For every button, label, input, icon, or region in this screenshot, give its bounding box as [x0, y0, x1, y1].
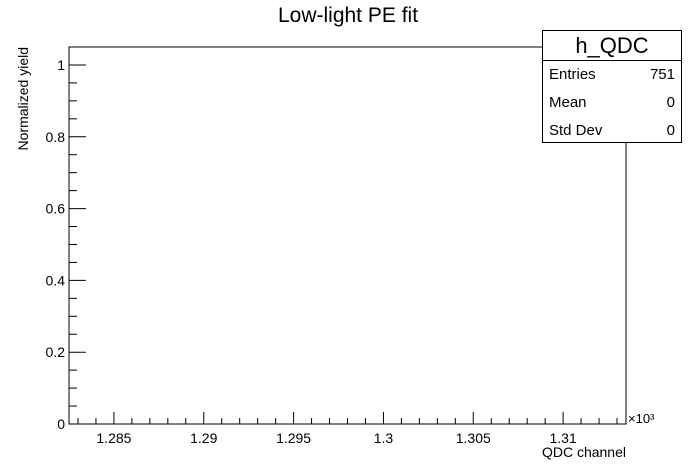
x-axis-label: QDC channel	[542, 444, 626, 460]
stats-label: Entries	[549, 66, 596, 83]
chart-title: Low-light PE fit	[278, 4, 418, 27]
stats-box: h_QDC Entries 751 Mean 0 Std Dev 0	[542, 30, 682, 143]
y-axis-ticks	[69, 46, 86, 425]
y-tick-labels: 0 0.2 0.4 0.6 0.8 1	[46, 57, 66, 432]
y-tick-label: 1	[57, 57, 65, 73]
y-tick-label: 0	[57, 416, 65, 432]
x-tick-label: 1.31	[549, 430, 576, 446]
stats-label: Mean	[549, 94, 587, 111]
stats-box-title: h_QDC	[543, 31, 681, 61]
x-tick-label: 1.29	[190, 430, 217, 446]
x-axis-exponent: ×10³	[628, 411, 655, 426]
stats-row-std-dev: Std Dev 0	[543, 117, 681, 145]
x-tick-label: 1.305	[456, 430, 491, 446]
y-tick-label: 0.6	[46, 201, 66, 217]
stats-value: 0	[666, 122, 675, 139]
stats-row-mean: Mean 0	[543, 89, 681, 117]
stats-row-entries: Entries 751	[543, 61, 681, 89]
x-tick-label: 1.285	[96, 430, 131, 446]
x-tick-label: 1.3	[374, 430, 394, 446]
x-tick-label: 1.295	[276, 430, 311, 446]
y-axis-label: Normalized yield	[15, 47, 31, 150]
x-tick-labels: 1.285 1.29 1.295 1.3 1.305 1.31	[96, 430, 577, 446]
y-tick-label: 0.4	[46, 272, 66, 288]
y-tick-label: 0.2	[46, 344, 66, 360]
stats-value: 0	[666, 94, 675, 111]
stats-label: Std Dev	[549, 122, 603, 139]
y-tick-label: 0.8	[46, 129, 66, 145]
stats-value: 751	[649, 66, 675, 83]
x-axis-ticks	[77, 412, 618, 424]
